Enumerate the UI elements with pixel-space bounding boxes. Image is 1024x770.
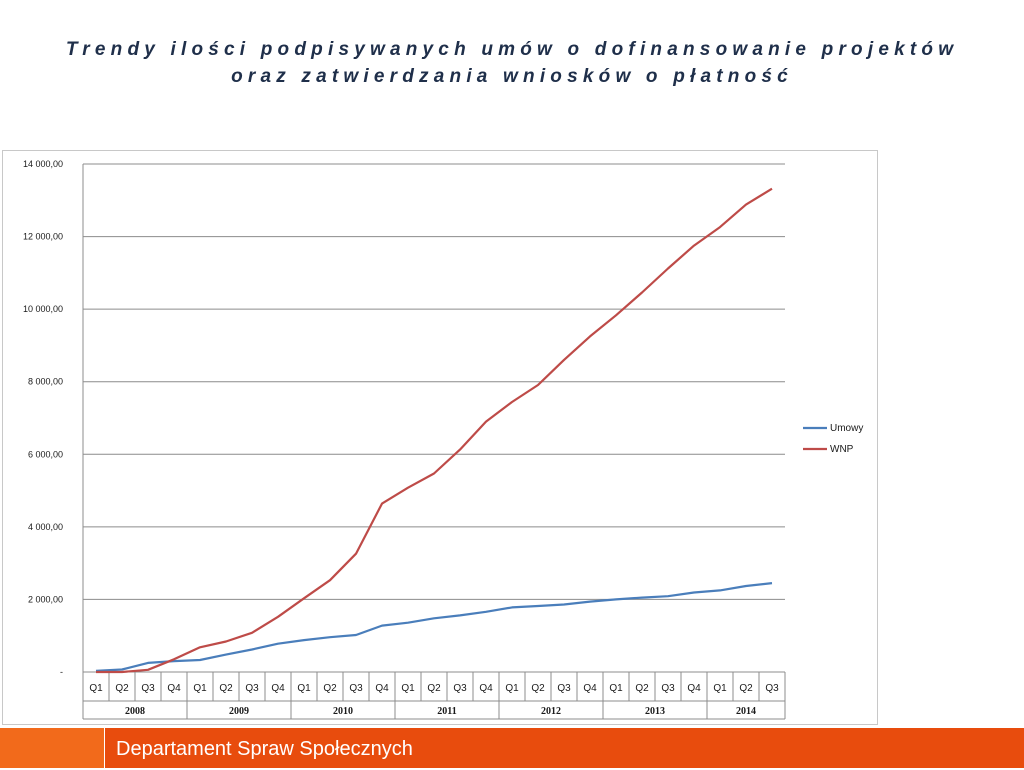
y-tick-label: 10 000,00	[23, 304, 63, 314]
x-tick-label-quarter: Q4	[583, 683, 597, 694]
x-tick-label-quarter: Q1	[713, 683, 727, 694]
x-tick-label-quarter: Q1	[609, 683, 623, 694]
x-tick-label-quarter: Q3	[453, 683, 467, 694]
x-tick-label-year: 2010	[333, 706, 353, 717]
footer-bar: Departament Spraw Społecznych	[0, 728, 1024, 768]
x-tick-label-quarter: Q3	[765, 683, 779, 694]
x-tick-label-year: 2008	[125, 706, 145, 717]
x-tick-label-quarter: Q3	[661, 683, 675, 694]
x-tick-label-quarter: Q1	[193, 683, 207, 694]
y-tick-label: 6 000,00	[28, 449, 63, 459]
footer-accent-block	[0, 728, 105, 768]
x-tick-label-quarter: Q2	[219, 683, 233, 694]
x-tick-label-quarter: Q1	[297, 683, 311, 694]
x-tick-label-quarter: Q3	[349, 683, 363, 694]
y-tick-label: 2 000,00	[28, 594, 63, 604]
series-line-wnp	[96, 187, 773, 674]
x-tick-label-quarter: Q2	[323, 683, 337, 694]
line-chart: - 2 000,00 4 000,00 6 000,00 8 000,00 10 000,…	[23, 159, 863, 720]
x-tick-label-quarter: Q2	[739, 683, 753, 694]
x-tick-label-quarter: Q2	[635, 683, 649, 694]
legend-label-umowy: Umowy	[830, 423, 863, 434]
y-tick-label: 4 000,00	[28, 522, 63, 532]
x-tick-label-year: 2011	[437, 706, 456, 717]
x-tick-label-year: 2013	[645, 706, 665, 717]
x-tick-label-quarter: Q4	[167, 683, 181, 694]
footer-department-name: Departament Spraw Społecznych	[116, 738, 413, 760]
x-tick-label-quarter: Q3	[557, 683, 571, 694]
x-tick-label-year: 2014	[736, 706, 756, 717]
x-tick-label-year: 2012	[541, 706, 561, 717]
x-tick-label-quarter: Q2	[427, 683, 441, 694]
x-tick-label-quarter: Q4	[375, 683, 389, 694]
x-tick-label-quarter: Q1	[401, 683, 415, 694]
legend-label-wnp: WNP	[830, 444, 854, 455]
x-tick-label-quarter: Q2	[115, 683, 129, 694]
slide-title: Trendy ilości podpisywanych umów o dofin…	[0, 36, 1024, 90]
slide-title-line-1: Trendy ilości podpisywanych umów o dofin…	[65, 39, 959, 60]
series-line-umowy	[95, 582, 773, 672]
y-tick-label: 8 000,00	[28, 377, 63, 387]
y-tick-label: 12 000,00	[23, 232, 63, 242]
y-tick-label: 14 000,00	[23, 159, 63, 169]
slide-title-line-2: oraz zatwierdzania wniosków o płatność	[231, 66, 793, 87]
x-tick-label-quarter: Q4	[687, 683, 701, 694]
x-tick-label-quarter: Q3	[141, 683, 155, 694]
x-tick-label-quarter: Q3	[245, 683, 259, 694]
x-tick-label-quarter: Q1	[89, 683, 103, 694]
x-tick-label-quarter: Q4	[271, 683, 285, 694]
x-tick-label-quarter: Q1	[505, 683, 519, 694]
x-tick-label-year: 2009	[229, 706, 249, 717]
x-tick-label-quarter: Q2	[531, 683, 545, 694]
y-tick-label: -	[60, 667, 63, 677]
chart-frame: - 2 000,00 4 000,00 6 000,00 8 000,00 10 000,…	[2, 150, 878, 725]
x-tick-label-quarter: Q4	[479, 683, 493, 694]
